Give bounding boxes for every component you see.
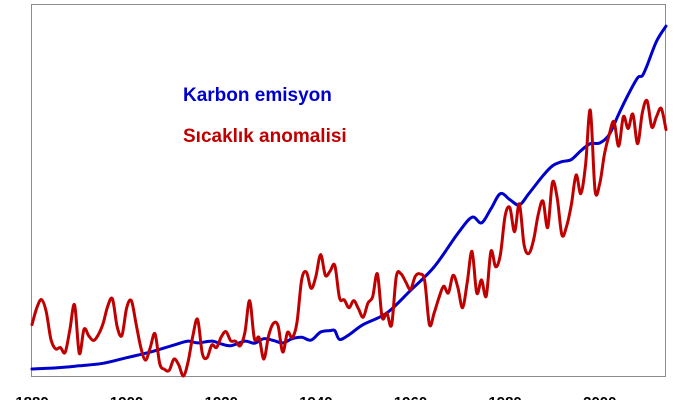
series-line-temperature-anomaly: [30, 98, 668, 378]
x-tick-label: 1940: [299, 394, 332, 400]
series-line-carbon-emission: [30, 24, 668, 371]
legend-label-temperature: Sıcaklık anomalisi: [183, 126, 347, 147]
series-lines: [30, 24, 668, 378]
plot-frame: [31, 4, 666, 377]
x-tick-label: 1880: [15, 394, 48, 400]
x-tick-label: 2000: [583, 394, 616, 400]
x-tick-label: 1920: [205, 394, 238, 400]
x-axis-ticks: 1880 1900 1920 1940 1960 1980 2000: [15, 394, 616, 400]
legend-label-carbon: Karbon emisyon: [183, 85, 332, 106]
x-tick-label: 1980: [488, 394, 521, 400]
x-tick-label: 1900: [110, 394, 143, 400]
x-tick-label: 1960: [394, 394, 427, 400]
